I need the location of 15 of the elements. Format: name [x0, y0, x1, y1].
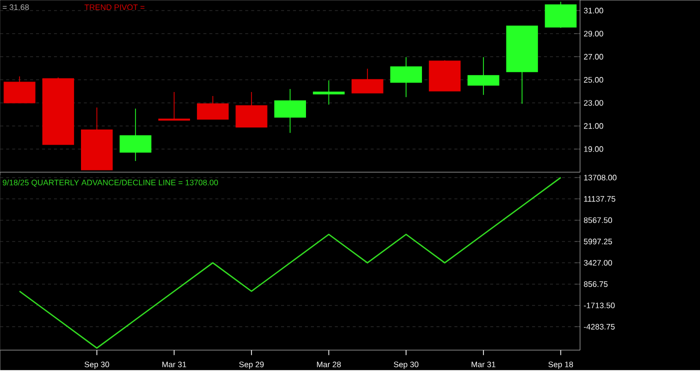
candlestick [196, 96, 229, 120]
candlestick [42, 77, 74, 145]
candlestick [158, 92, 190, 121]
candlestick [312, 80, 345, 105]
candlestick [468, 56, 500, 96]
candlestick [236, 92, 268, 128]
candlestick [80, 107, 113, 170]
candlestick [506, 26, 538, 104]
candlestick [390, 56, 422, 98]
candlestick [352, 68, 384, 94]
candlestick [4, 76, 36, 104]
candlestick [428, 60, 461, 92]
candlestick [120, 108, 152, 162]
candlestick [544, 1, 577, 28]
candlestick [274, 88, 306, 134]
